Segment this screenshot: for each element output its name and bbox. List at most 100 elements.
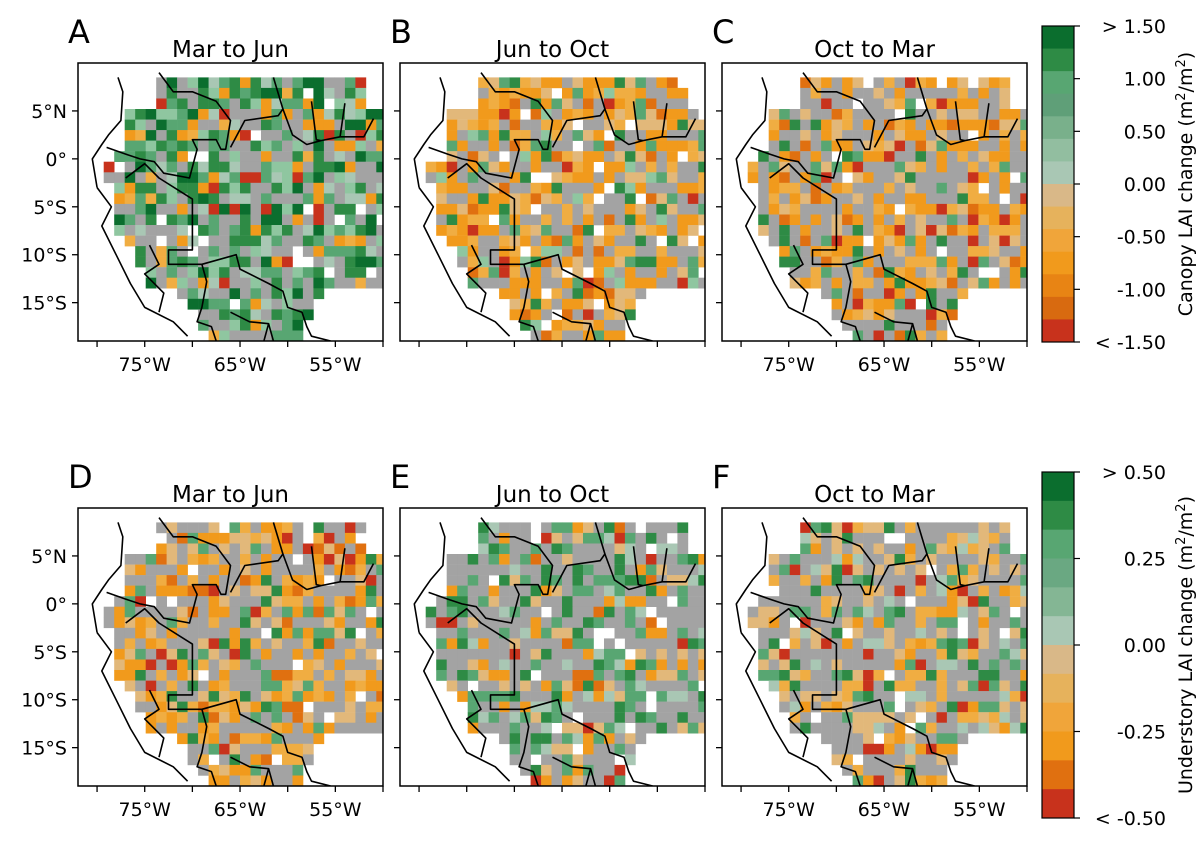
grid-cell	[666, 554, 678, 565]
grid-cell	[779, 172, 790, 184]
grid-cell	[344, 596, 356, 607]
grid-cell	[323, 691, 335, 702]
grid-cell	[957, 288, 969, 300]
grid-cell	[250, 585, 262, 597]
grid-cell	[926, 701, 937, 713]
unit-part: /m	[1175, 68, 1197, 93]
grid-cell	[593, 691, 605, 702]
grid-cell	[967, 119, 979, 131]
grid-cell	[219, 743, 230, 755]
grid-cell	[478, 532, 489, 544]
grid-cell	[999, 606, 1011, 618]
grid-cell	[334, 638, 346, 650]
grid-cell	[240, 754, 251, 766]
grid-cell	[208, 203, 220, 215]
grid-cell	[988, 119, 1000, 131]
grid-cell	[614, 522, 626, 534]
grid-cell	[520, 743, 531, 755]
grid-cell	[821, 733, 832, 745]
grid-cell	[593, 743, 605, 755]
grid-cell	[842, 733, 853, 745]
grid-cell	[905, 617, 916, 629]
grid-cell	[261, 288, 272, 300]
grid-cell	[562, 319, 573, 331]
grid-cell	[219, 712, 230, 723]
grid-cell	[905, 193, 916, 205]
grid-cell	[677, 680, 689, 692]
grid-cell	[656, 246, 668, 257]
grid-cell	[873, 585, 885, 597]
grid-cell	[499, 235, 510, 247]
grid-cell	[229, 764, 241, 776]
grid-cell	[810, 256, 822, 268]
grid-cell	[842, 130, 853, 141]
grid-cell	[645, 246, 657, 257]
colorbar-tick-label: 0.25	[1124, 549, 1166, 571]
grid-cell	[177, 130, 188, 141]
grid-cell	[355, 722, 367, 734]
grid-cell	[344, 193, 356, 205]
grid-cell	[530, 596, 542, 607]
grid-cell	[499, 648, 510, 660]
grid-cell	[905, 554, 916, 565]
panel-frame	[721, 62, 1028, 342]
grid-cell	[499, 638, 510, 650]
grid-cell	[355, 648, 367, 660]
grid-cell	[198, 617, 209, 629]
grid-cell	[635, 77, 647, 89]
grid-cell	[583, 140, 594, 152]
grid-cell	[687, 214, 699, 226]
grid-cell	[957, 246, 969, 257]
grid-cell	[376, 670, 383, 681]
grid-cell	[999, 172, 1011, 184]
grid-cell	[635, 627, 647, 639]
grid-cell	[842, 764, 853, 776]
grid-cell	[915, 140, 927, 152]
grid-cell	[988, 606, 1000, 618]
grid-cell	[666, 246, 678, 257]
grid-cell	[1020, 712, 1027, 723]
grid-cell	[166, 680, 178, 692]
grid-cell	[1009, 193, 1021, 205]
grid-cell	[645, 256, 657, 268]
grid-cell	[208, 648, 220, 660]
grid-cell	[915, 575, 927, 586]
grid-cell	[645, 670, 657, 681]
grid-cell	[666, 606, 678, 618]
grid-cell	[789, 648, 801, 660]
grid-cell	[467, 235, 479, 247]
grid-cell	[614, 246, 626, 257]
grid-cell	[863, 151, 874, 162]
grid-cell	[905, 140, 916, 152]
grid-cell	[229, 554, 241, 565]
grid-cell	[334, 701, 346, 713]
grid-cell	[344, 172, 356, 184]
grid-cell	[302, 638, 314, 650]
grid-cell	[177, 659, 188, 671]
grid-cell	[219, 309, 230, 321]
grid-cell	[292, 722, 304, 734]
grid-cell	[884, 161, 895, 173]
grid-cell	[208, 109, 220, 120]
grid-cell	[334, 87, 346, 99]
grid-cell	[271, 733, 283, 745]
grid-cell	[905, 87, 916, 99]
grid-cell	[800, 77, 811, 89]
grid-cell	[698, 659, 705, 671]
grid-cell	[863, 554, 874, 565]
grid-cell	[915, 659, 927, 671]
grid-cell	[467, 151, 479, 162]
grid-cell	[946, 277, 958, 289]
grid-cell	[302, 246, 314, 257]
grid-cell	[292, 214, 304, 226]
grid-cell	[758, 596, 769, 607]
grid-cell	[446, 235, 458, 247]
grid-cell	[687, 596, 699, 607]
grid-cell	[365, 691, 377, 702]
grid-cell	[261, 585, 272, 597]
grid-cell	[800, 235, 811, 247]
grid-cell	[198, 214, 209, 226]
grid-cell	[624, 691, 636, 702]
grid-cell	[583, 330, 594, 341]
grid-cell	[250, 246, 262, 257]
